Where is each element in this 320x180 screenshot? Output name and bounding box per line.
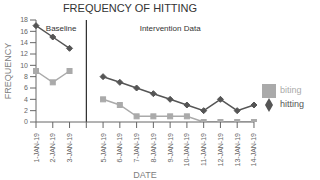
svg-text:6-JAN-19: 6-JAN-19 <box>116 133 123 163</box>
svg-text:12-JAN-19: 12-JAN-19 <box>217 133 224 167</box>
svg-text:13-JAN-19: 13-JAN-19 <box>234 133 241 167</box>
svg-text:8: 8 <box>24 73 28 80</box>
html-text:biting: biting <box>280 85 302 96</box>
svg-text:2: 2 <box>24 107 28 114</box>
svg-text:18: 18 <box>20 16 28 23</box>
svg-text:14: 14 <box>20 39 28 46</box>
svg-text:4: 4 <box>24 96 28 103</box>
svg-text:7-JAN-19: 7-JAN-19 <box>133 133 140 163</box>
svg-text:2-JAN-19: 2-JAN-19 <box>49 133 56 163</box>
svg-text:16: 16 <box>20 28 28 35</box>
svg-text:0: 0 <box>24 118 28 125</box>
svg-text:10-JAN-19: 10-JAN-19 <box>183 133 190 167</box>
svg-text:DATE: DATE <box>133 170 156 180</box>
svg-text:5-JAN-19: 5-JAN-19 <box>100 133 107 163</box>
html-text:hitting: hitting <box>280 99 304 110</box>
html-text:FREQUENCY OF HITTING: FREQUENCY OF HITTING <box>62 2 198 14</box>
svg-text:3-JAN-19: 3-JAN-19 <box>66 133 73 163</box>
svg-text:12: 12 <box>20 50 28 57</box>
svg-text:Baseline: Baseline <box>46 24 77 33</box>
svg-text:14-JAN-19: 14-JAN-19 <box>250 133 257 167</box>
svg-text:FREQUENCY: FREQUENCY <box>8 43 13 100</box>
svg-text:1-JAN-19: 1-JAN-19 <box>33 133 40 163</box>
svg-text:8-JAN-19: 8-JAN-19 <box>150 133 157 163</box>
svg-text:10: 10 <box>20 62 28 69</box>
svg-text:11-JAN-19: 11-JAN-19 <box>200 133 207 166</box>
svg-text:6: 6 <box>24 84 28 91</box>
svg-text:9-JAN-19: 9-JAN-19 <box>167 133 174 163</box>
svg-text:Intervention Data: Intervention Data <box>140 24 201 33</box>
